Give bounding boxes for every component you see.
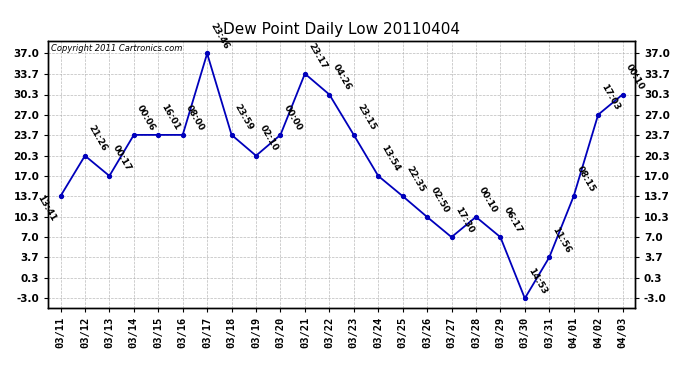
Text: 00:10: 00:10 [477, 185, 500, 214]
Text: 06:17: 06:17 [502, 205, 524, 234]
Text: 16:01: 16:01 [159, 103, 181, 132]
Text: 23:59: 23:59 [233, 103, 255, 132]
Text: 00:17: 00:17 [111, 144, 133, 173]
Text: 23:17: 23:17 [306, 42, 328, 71]
Text: 23:46: 23:46 [208, 21, 230, 51]
Text: 00:10: 00:10 [624, 63, 646, 92]
Text: 02:10: 02:10 [257, 124, 279, 153]
Title: Dew Point Daily Low 20110404: Dew Point Daily Low 20110404 [223, 22, 460, 37]
Text: 13:41: 13:41 [36, 194, 58, 223]
Text: 22:35: 22:35 [404, 164, 426, 194]
Text: 08:15: 08:15 [575, 164, 597, 194]
Text: 00:06: 00:06 [135, 103, 157, 132]
Text: 17:03: 17:03 [600, 82, 622, 112]
Text: 04:26: 04:26 [331, 62, 353, 92]
Text: 02:50: 02:50 [428, 185, 451, 214]
Text: 17:30: 17:30 [453, 205, 475, 234]
Text: 11:56: 11:56 [551, 225, 573, 255]
Text: 13:54: 13:54 [380, 144, 402, 173]
Text: 14:53: 14:53 [526, 266, 549, 296]
Text: 21:26: 21:26 [86, 124, 108, 153]
Text: Copyright 2011 Cartronics.com: Copyright 2011 Cartronics.com [51, 44, 183, 53]
Text: 08:00: 08:00 [184, 103, 206, 132]
Text: 00:00: 00:00 [282, 103, 304, 132]
Text: 23:15: 23:15 [355, 103, 377, 132]
